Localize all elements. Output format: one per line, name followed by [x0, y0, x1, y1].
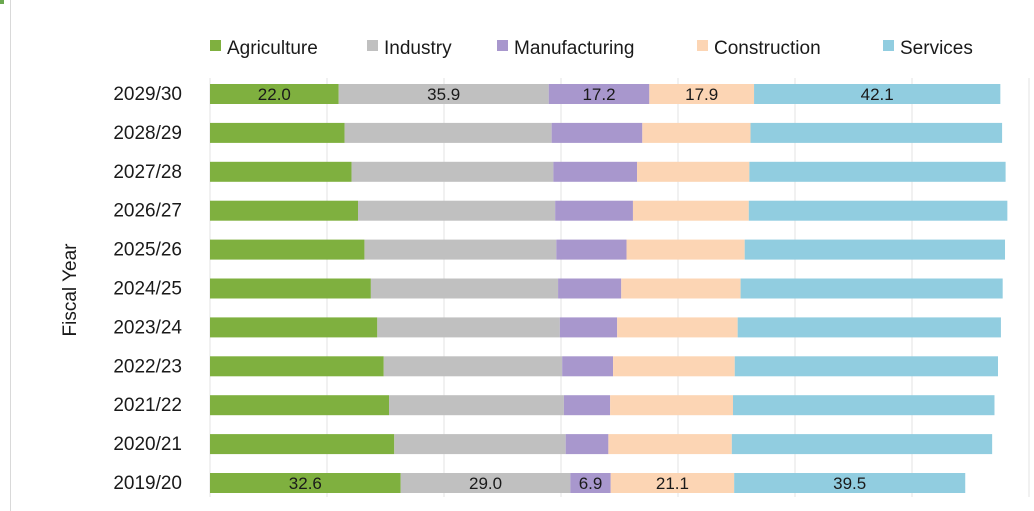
y-tick-label: 2025/26 — [113, 240, 182, 261]
y-tick-label: 2024/25 — [113, 279, 182, 300]
data-label: 29.0 — [469, 474, 502, 493]
legend-swatch — [497, 40, 508, 51]
legend-label: Manufacturing — [514, 38, 634, 59]
y-tick-label: 2026/27 — [113, 201, 182, 222]
bar-segment — [559, 317, 618, 338]
bar-segment — [210, 317, 378, 338]
bar-segment — [389, 395, 564, 416]
bar-segment — [351, 161, 554, 182]
bar-segment — [370, 278, 559, 299]
bar-segment — [563, 395, 611, 416]
legend-swatch — [883, 40, 894, 51]
bar-segment — [734, 473, 966, 493]
bar-segment — [551, 122, 643, 143]
y-tick-label: 2023/24 — [113, 317, 182, 338]
legend-swatch — [697, 40, 708, 51]
data-label: 22.0 — [258, 85, 291, 104]
data-label: 17.2 — [582, 85, 615, 104]
data-label: 35.9 — [427, 85, 460, 104]
bar-segment — [642, 122, 751, 143]
bar-segment — [556, 239, 627, 260]
bar-segment — [570, 473, 611, 493]
bar-segment — [740, 278, 1003, 299]
bar-segment — [749, 161, 1006, 182]
bar-segment — [608, 434, 732, 455]
data-label: 42.1 — [861, 85, 894, 104]
bar-segment — [210, 200, 359, 221]
bar-segment — [210, 161, 352, 182]
bar-segment — [734, 356, 998, 377]
bar-segment — [562, 356, 614, 377]
bar-segment — [632, 200, 749, 221]
bar-segment — [610, 473, 735, 493]
corner-mark — [0, 0, 4, 4]
legend-label: Agriculture — [227, 38, 318, 59]
bar-segment — [621, 278, 741, 299]
chart-frame-edge — [10, 0, 11, 511]
legend-label: Construction — [714, 38, 821, 59]
data-label: 21.1 — [656, 474, 689, 493]
bar-segment — [610, 395, 733, 416]
bar-segment — [344, 122, 552, 143]
data-labels: 22.0 35.9 17.2 17.9 42.1 32.6 29.0 6.9 21.1 39.5 — [258, 85, 894, 493]
bar-segment — [613, 356, 735, 377]
y-axis-tick-labels: 2029/30 2028/29 2027/28 2026/27 2025/26 2024/… — [113, 84, 182, 494]
legend-swatch — [210, 40, 221, 51]
bar-segment — [210, 434, 395, 455]
legend-label: Industry — [384, 38, 452, 59]
bar-segment — [626, 239, 745, 260]
bar-segment — [748, 200, 1008, 221]
bar-segment — [377, 317, 560, 338]
bar-segment — [555, 200, 633, 221]
y-tick-label: 2029/30 — [113, 84, 182, 105]
bar-segment — [565, 434, 609, 455]
bars — [210, 84, 1008, 493]
bar-segment — [210, 239, 365, 260]
bar-segment — [737, 317, 1001, 338]
bar-segment — [338, 84, 549, 104]
bar-segment — [617, 317, 738, 338]
bar-segment — [731, 434, 993, 455]
y-tick-label: 2019/20 — [113, 473, 182, 494]
bar-segment — [750, 122, 1003, 143]
bar-segment — [358, 200, 556, 221]
data-label: 32.6 — [289, 474, 322, 493]
legend-label: Services — [900, 38, 973, 59]
bar-segment — [210, 84, 339, 104]
bar-segment — [210, 473, 401, 493]
data-label: 6.9 — [579, 474, 603, 493]
bar-segment — [649, 84, 755, 104]
data-label: 17.9 — [685, 85, 718, 104]
bar-segment — [210, 356, 384, 377]
bar-segment — [364, 239, 557, 260]
bar-segment — [558, 278, 622, 299]
bar-segment — [400, 473, 571, 493]
bar-segment — [637, 161, 750, 182]
y-tick-label: 2021/22 — [113, 395, 182, 416]
bar-segment — [754, 84, 1001, 104]
legend-swatch — [367, 40, 378, 51]
data-label: 39.5 — [833, 474, 866, 493]
y-tick-label: 2027/28 — [113, 162, 182, 183]
bar-segment — [732, 395, 995, 416]
y-axis-title: Fiscal Year — [60, 243, 81, 337]
y-tick-label: 2020/21 — [113, 434, 182, 455]
bar-segment — [210, 278, 371, 299]
legend: Agriculture Industry Manufacturing Construc… — [210, 38, 973, 59]
bar-segment — [394, 434, 566, 455]
bar-segment — [744, 239, 1006, 260]
y-tick-label: 2028/29 — [113, 123, 182, 144]
bar-segment — [548, 84, 650, 104]
bar-segment — [210, 122, 345, 143]
bar-segment — [553, 161, 638, 182]
bar-segment — [210, 395, 390, 416]
y-tick-label: 2022/23 — [113, 356, 182, 377]
bar-segment — [383, 356, 563, 377]
